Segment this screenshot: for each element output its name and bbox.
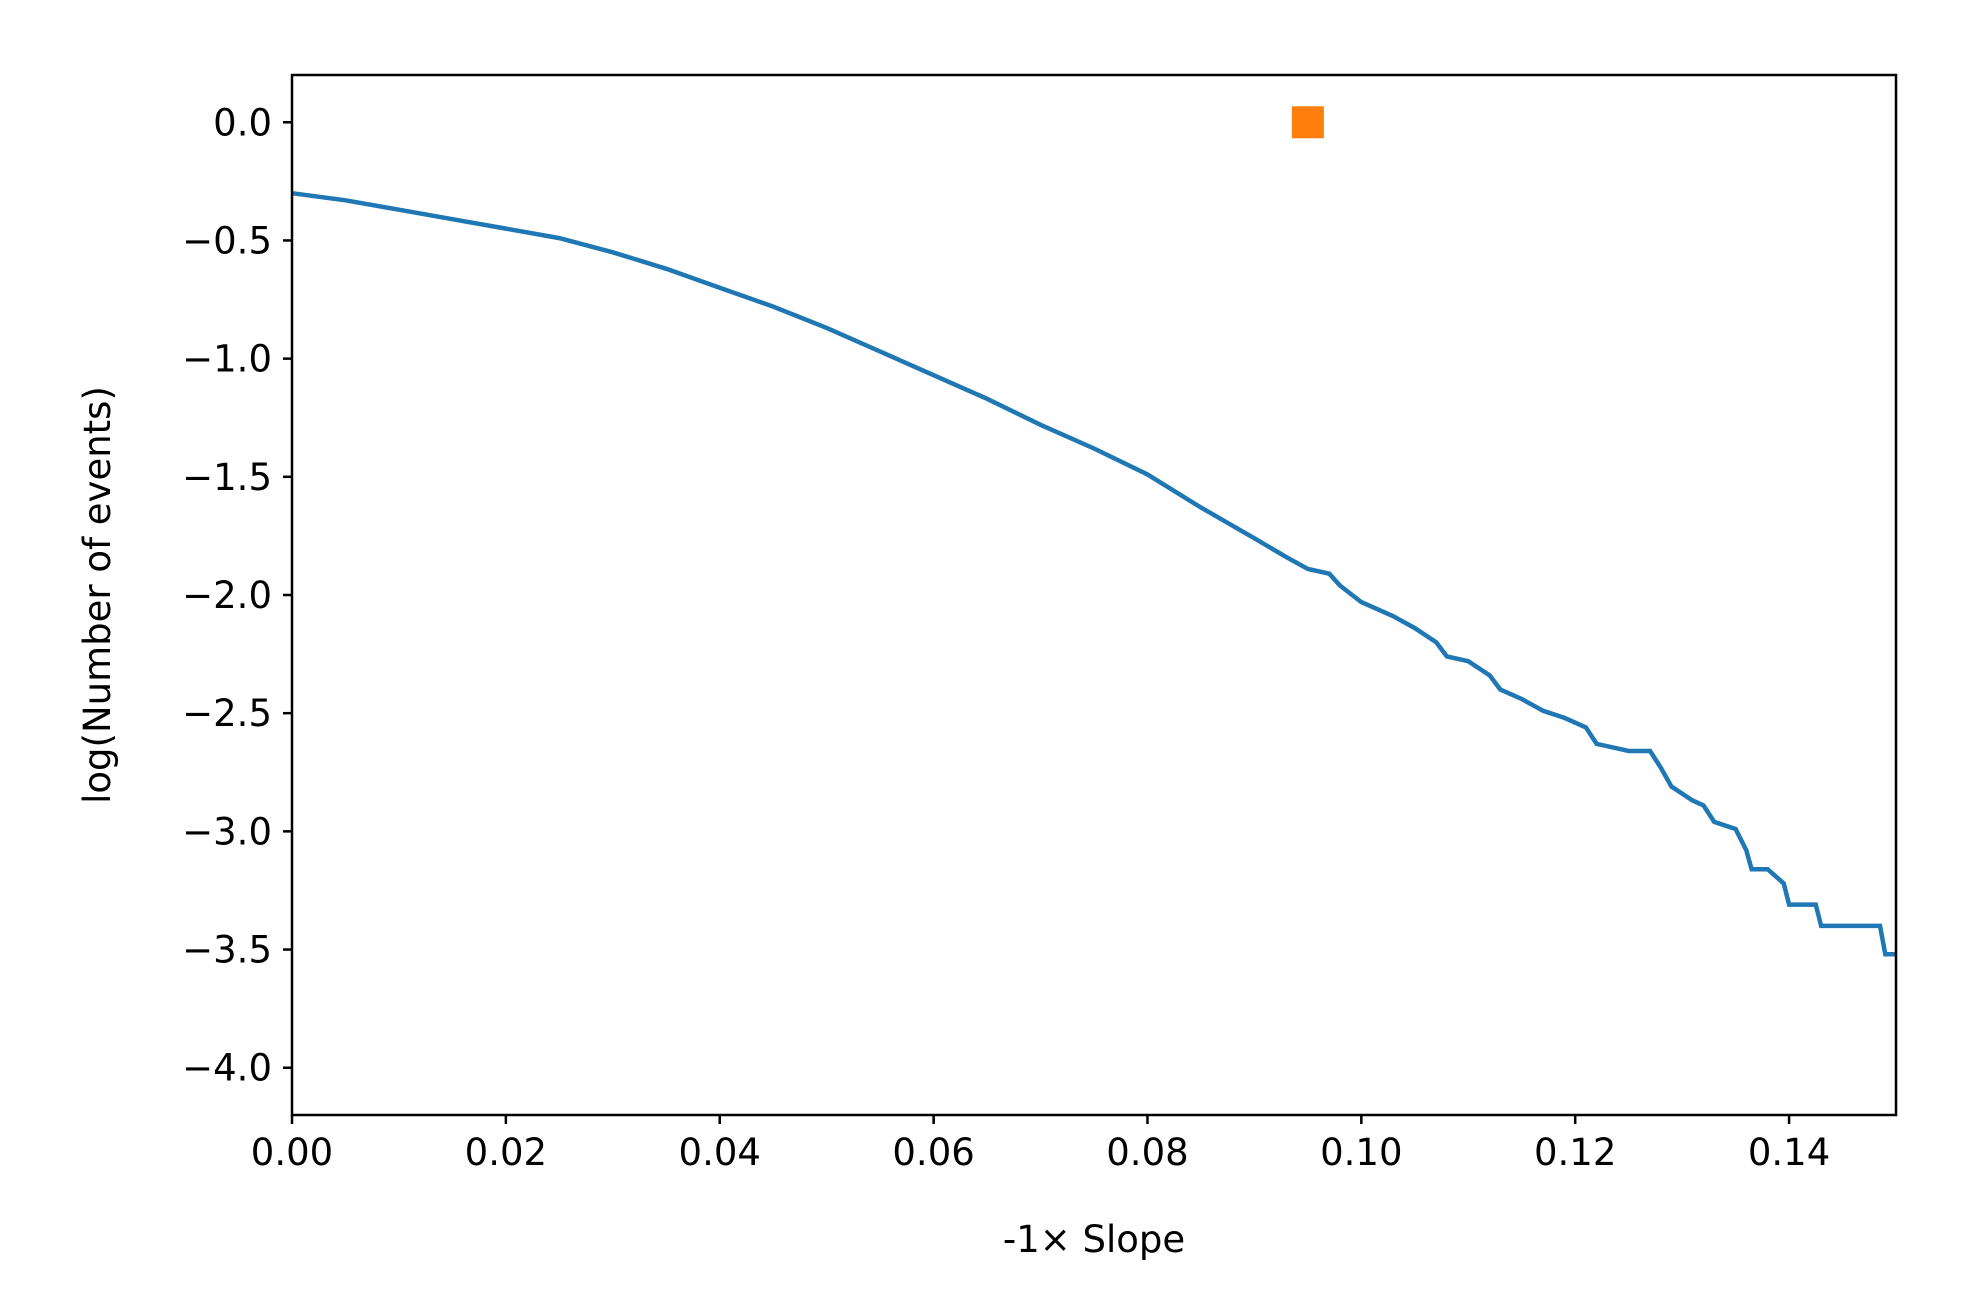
y-tick-label: −3.0 [182,810,272,853]
y-tick-label: −2.0 [182,574,272,617]
x-tick-label: 0.06 [892,1131,974,1174]
series-line [291,190,1896,957]
x-tick-label: 0.10 [1320,1131,1402,1174]
y-tick-label: −1.5 [182,456,272,499]
x-tick-label: 0.14 [1748,1131,1830,1174]
y-tick-label: 0.0 [213,101,272,144]
scatter-point [1291,106,1324,139]
x-tick-label: 0.02 [465,1131,547,1174]
y-axis: 0.0 −0.5 −1.0 −1.5 −2.0 −2.5 −3.0 −3.5 −4.0 [182,101,292,1090]
y-tick-label: −1.0 [182,338,272,381]
plot-area [291,106,1896,957]
y-tick-label: −2.5 [182,692,272,735]
y-tick-label: −3.5 [182,929,272,972]
x-axis-label: -1× Slope [1003,1218,1185,1261]
x-tick-label: 0.04 [679,1131,761,1174]
x-axis: 0.00 0.02 0.04 0.06 0.08 0.10 0.12 0.14 [251,1115,1830,1174]
x-tick-label: 0.12 [1534,1131,1616,1174]
y-tick-label: −4.0 [182,1047,272,1090]
x-tick-label: 0.08 [1106,1131,1188,1174]
y-axis-label: log(Number of events) [76,386,119,804]
y-tick-label: −0.5 [182,219,272,262]
x-tick-label: 0.00 [251,1131,333,1174]
